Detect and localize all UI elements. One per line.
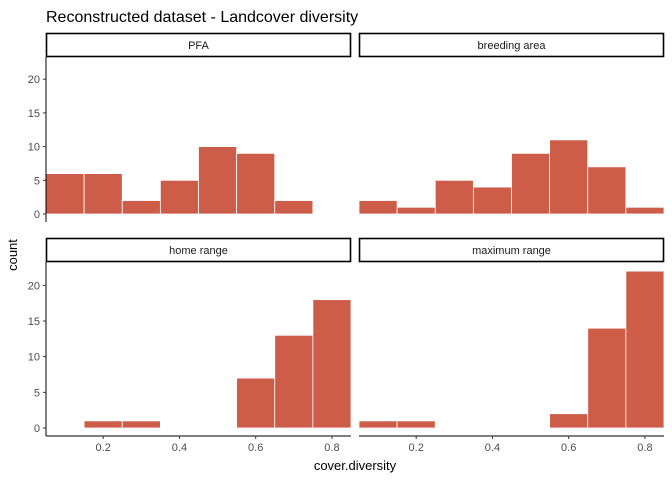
histogram-bar: [358, 420, 398, 429]
histogram-bar: [587, 166, 627, 215]
histogram-bar: [236, 377, 276, 429]
facet-panel: home range 0 5 10 15 20 0.2 0.4 0.6 0.8: [28, 237, 352, 454]
y-tick-label: 10: [28, 142, 40, 154]
facet-panel: PFA 0 5 10 15 20: [28, 32, 352, 222]
histogram-bar: [549, 139, 589, 215]
y-tick-label: 20: [28, 74, 40, 86]
facet-panel: breeding area: [358, 32, 665, 215]
facet-panel: maximum range 0.2 0.4 0.6 0.8: [358, 237, 665, 454]
x-tick-label: 0.8: [324, 442, 339, 454]
y-tick-label: 0: [34, 423, 40, 435]
x-axis-title: cover.diversity: [314, 458, 397, 473]
y-tick-label: 20: [28, 280, 40, 292]
histogram-bar: [121, 420, 161, 429]
y-tick-label: 15: [28, 108, 40, 120]
facet-strip-label: breeding area: [478, 40, 547, 52]
y-tick-label: 5: [34, 387, 40, 399]
x-tick-label: 0.4: [172, 442, 187, 454]
histogram-bar: [83, 420, 123, 429]
facet-strip: [358, 32, 665, 58]
histogram-bar: [83, 173, 123, 215]
histogram-bar: [472, 186, 512, 215]
x-tick-label: 0.8: [637, 442, 652, 454]
histogram-bar: [121, 200, 161, 215]
x-tick-label: 0.6: [561, 442, 576, 454]
histogram-bar: [396, 206, 436, 215]
y-axis-title: count: [5, 239, 20, 271]
facet-strip: [45, 237, 352, 263]
histogram-bar: [434, 179, 474, 215]
histogram-bar: [236, 152, 276, 215]
histogram-bar: [625, 270, 665, 429]
x-tick-label: 0.2: [409, 442, 424, 454]
histogram-bar: [274, 334, 314, 429]
histogram-bar: [198, 146, 238, 215]
histogram-bar: [625, 206, 665, 215]
facet-strip-label: PFA: [188, 40, 209, 52]
facet-strip-label: maximum range: [472, 245, 551, 257]
chart-title: Reconstructed dataset - Landcover divers…: [46, 9, 358, 26]
y-tick-label: 15: [28, 316, 40, 328]
x-tick-label: 0.4: [485, 442, 500, 454]
x-tick-label: 0.2: [96, 442, 111, 454]
y-tick-label: 5: [34, 175, 40, 187]
facet-strip-label: home range: [169, 245, 228, 257]
histogram-bar: [587, 327, 627, 429]
histogram-bar: [45, 173, 85, 215]
histogram-bar: [274, 200, 314, 215]
histogram-bar: [358, 200, 398, 215]
histogram-bar: [511, 152, 551, 215]
x-tick-label: 0.6: [248, 442, 263, 454]
y-tick-label: 10: [28, 352, 40, 364]
histogram-bar: [549, 413, 589, 429]
histogram-bar: [159, 179, 199, 215]
histogram-bar: [312, 299, 352, 429]
histogram-bar: [396, 420, 436, 429]
facet-strip: [45, 32, 352, 58]
y-tick-label: 0: [34, 209, 40, 221]
facet-strip: [358, 237, 665, 263]
